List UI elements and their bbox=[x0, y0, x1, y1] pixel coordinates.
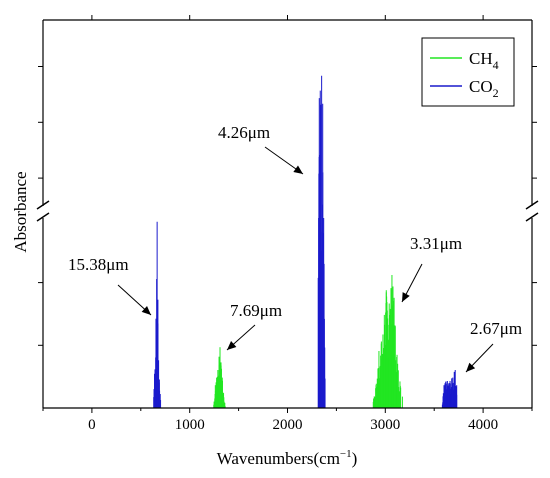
series-ch4 bbox=[213, 275, 403, 408]
x-tick-label: 1000 bbox=[175, 417, 205, 433]
annotation-label: 2.67μm bbox=[470, 319, 522, 338]
legend-label-main: CH bbox=[469, 49, 493, 68]
series-co2 bbox=[153, 75, 458, 408]
axes: 0 1000 2000 3000 4000 bbox=[36, 15, 539, 433]
right-break-mark-upper bbox=[525, 200, 539, 210]
x-axis-label: Wavenumbers(cm−1) bbox=[217, 448, 358, 468]
legend-label-subscript: 2 bbox=[493, 86, 499, 100]
annotations: 15.38μm 7.69μm 4.26μm 3.31μm 2.67μm bbox=[68, 123, 522, 373]
band-0 bbox=[213, 347, 226, 408]
legend-label-main: CO bbox=[469, 77, 493, 96]
annotation-arrow-head bbox=[466, 362, 476, 372]
annotation-label: 15.38μm bbox=[68, 255, 129, 274]
annotation-arrow-head bbox=[293, 165, 303, 174]
annotation-label: 7.69μm bbox=[230, 301, 282, 320]
annotation-4: 2.67μm bbox=[465, 319, 522, 373]
x-tick-label: 2000 bbox=[273, 417, 303, 433]
plot-area bbox=[153, 75, 458, 408]
annotation-1: 7.69μm bbox=[226, 301, 282, 351]
x-axis-label-superscript: −1 bbox=[340, 448, 352, 460]
band-1 bbox=[372, 275, 403, 408]
band-2 bbox=[441, 370, 458, 408]
left-break-mark-lower bbox=[36, 212, 50, 222]
x-axis-label-suffix: ) bbox=[352, 449, 358, 468]
annotation-arrow-head bbox=[227, 341, 237, 350]
left-break-mark-upper bbox=[36, 200, 50, 210]
x-tick-label: 3000 bbox=[370, 417, 400, 433]
annotation-label: 3.31μm bbox=[410, 234, 462, 253]
band-1 bbox=[317, 75, 326, 408]
x-tick-label: 4000 bbox=[468, 417, 498, 433]
annotation-label: 4.26μm bbox=[218, 123, 270, 142]
x-axis-label-main: Wavenumbers(cm bbox=[217, 449, 340, 468]
right-break-mark-lower bbox=[525, 212, 539, 222]
y-axis-label: Absorbance bbox=[11, 171, 30, 252]
legend-label-subscript: 4 bbox=[493, 58, 499, 72]
legend-box bbox=[421, 37, 515, 107]
band-0 bbox=[153, 221, 162, 408]
legend-label-0: CH4 bbox=[469, 49, 499, 72]
annotation-2: 4.26μm bbox=[218, 123, 304, 175]
legend-label-1: CO2 bbox=[469, 77, 499, 100]
x-tick-label: 0 bbox=[88, 417, 96, 433]
annotation-3: 3.31μm bbox=[401, 234, 462, 303]
annotation-0: 15.38μm bbox=[68, 255, 152, 316]
annotation-arrow-head bbox=[402, 292, 410, 302]
annotation-arrow-head bbox=[141, 305, 151, 315]
